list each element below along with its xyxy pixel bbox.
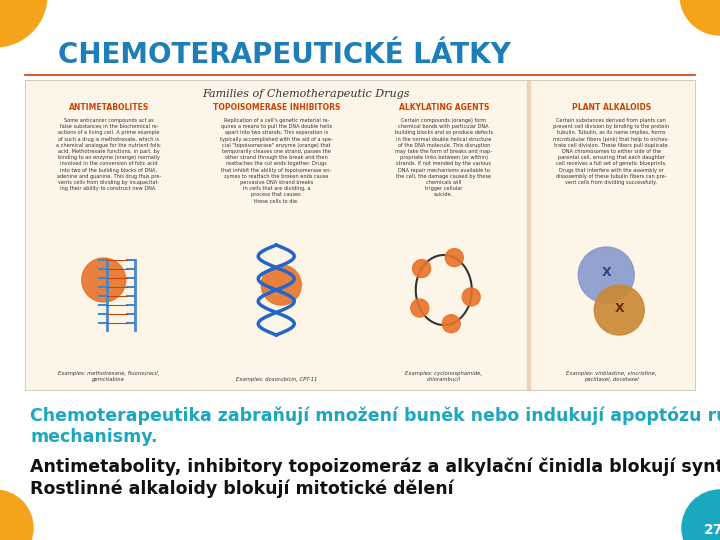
Text: Chemoterapeutika zabraňují množení buněk nebo indukují apoptózu různými
mechanis: Chemoterapeutika zabraňují množení buněk… bbox=[30, 405, 720, 447]
Circle shape bbox=[261, 265, 301, 305]
Text: Antimetabolity, inhibitory topoizomeráz a alkylační činidla blokují syntézu DNA
: Antimetabolity, inhibitory topoizomeráz … bbox=[30, 457, 720, 498]
Text: Examples: vinblastine, vincristine,
paclitaxel, docetaxel: Examples: vinblastine, vincristine, pacl… bbox=[566, 371, 657, 382]
Text: Some anticancer compounds act as
false substances in the biochemical re-
actions: Some anticancer compounds act as false s… bbox=[56, 118, 161, 191]
Text: TOPOISOMERASE INHIBITORS: TOPOISOMERASE INHIBITORS bbox=[212, 104, 340, 112]
Text: ALKYLATING AGENTS: ALKYLATING AGENTS bbox=[399, 104, 489, 112]
Text: ANTIMETABOLITES: ANTIMETABOLITES bbox=[68, 104, 149, 112]
Circle shape bbox=[82, 258, 126, 302]
Circle shape bbox=[442, 315, 460, 333]
Text: Certain compounds (orange) form
chemical bonds with particular DNA
building bloc: Certain compounds (orange) form chemical… bbox=[395, 118, 492, 198]
Text: PLANT ALKALOIDS: PLANT ALKALOIDS bbox=[572, 104, 651, 112]
Circle shape bbox=[462, 288, 480, 306]
Text: CHEMOTERAPEUTICKÉ LÁTKY: CHEMOTERAPEUTICKÉ LÁTKY bbox=[58, 41, 511, 69]
Text: Examples: doxorubicin, CPT-11: Examples: doxorubicin, CPT-11 bbox=[235, 377, 317, 382]
Text: 27: 27 bbox=[704, 523, 720, 537]
Circle shape bbox=[410, 299, 428, 317]
Text: Examples: cyclonosphamide,
chlorambucil: Examples: cyclonosphamide, chlorambucil bbox=[405, 371, 482, 382]
Circle shape bbox=[680, 0, 720, 35]
Circle shape bbox=[446, 248, 464, 267]
Text: Replication of a cell's genetic material re-
quires a means to pull the DNA doub: Replication of a cell's genetic material… bbox=[220, 118, 333, 204]
Text: Certain substances derived from plants can
prevent cell division by binding to t: Certain substances derived from plants c… bbox=[553, 118, 670, 185]
Text: X: X bbox=[614, 301, 624, 314]
Circle shape bbox=[682, 490, 720, 540]
Circle shape bbox=[578, 247, 634, 303]
Bar bbox=[25, 80, 695, 390]
Circle shape bbox=[0, 0, 47, 47]
Text: X: X bbox=[601, 266, 611, 279]
Circle shape bbox=[413, 260, 431, 278]
Text: Examples: methotrexane, fluorouracil,
gemcitabine: Examples: methotrexane, fluorouracil, ge… bbox=[58, 371, 159, 382]
Circle shape bbox=[0, 490, 33, 540]
Text: Families of Chemotherapeutic Drugs: Families of Chemotherapeutic Drugs bbox=[202, 89, 410, 99]
Circle shape bbox=[594, 285, 644, 335]
